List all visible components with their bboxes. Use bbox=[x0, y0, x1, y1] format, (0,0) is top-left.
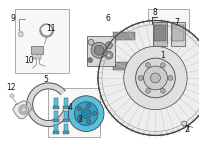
Bar bbox=[63, 119, 69, 122]
Circle shape bbox=[77, 106, 81, 111]
Circle shape bbox=[87, 103, 91, 108]
Text: 10: 10 bbox=[24, 56, 33, 65]
Circle shape bbox=[146, 63, 151, 68]
Circle shape bbox=[105, 51, 113, 59]
Circle shape bbox=[182, 121, 187, 126]
Bar bbox=[113, 62, 135, 70]
Bar bbox=[33, 54, 36, 59]
Circle shape bbox=[74, 102, 98, 126]
Bar bbox=[53, 106, 59, 109]
Circle shape bbox=[21, 107, 26, 112]
Bar bbox=[172, 25, 184, 41]
Circle shape bbox=[77, 116, 81, 121]
Text: 2: 2 bbox=[185, 125, 190, 134]
Bar bbox=[63, 131, 69, 134]
Text: 12: 12 bbox=[6, 83, 16, 92]
Circle shape bbox=[160, 63, 165, 68]
Circle shape bbox=[19, 105, 29, 115]
Bar bbox=[64, 123, 68, 133]
Bar bbox=[113, 32, 135, 70]
Circle shape bbox=[88, 39, 94, 45]
Bar bbox=[53, 131, 59, 134]
Circle shape bbox=[138, 75, 143, 80]
Bar bbox=[64, 111, 68, 121]
Circle shape bbox=[92, 111, 97, 116]
Bar bbox=[113, 32, 135, 40]
Circle shape bbox=[160, 88, 165, 93]
Bar bbox=[64, 98, 68, 108]
Text: 4: 4 bbox=[68, 103, 73, 112]
Circle shape bbox=[91, 42, 107, 58]
Circle shape bbox=[94, 45, 104, 55]
Circle shape bbox=[151, 73, 160, 83]
Circle shape bbox=[168, 75, 173, 80]
Circle shape bbox=[136, 58, 175, 98]
Bar bbox=[54, 123, 58, 133]
Circle shape bbox=[18, 32, 23, 37]
Circle shape bbox=[68, 96, 104, 131]
Circle shape bbox=[10, 94, 14, 98]
Polygon shape bbox=[13, 101, 32, 119]
Bar bbox=[63, 106, 69, 109]
Text: 11: 11 bbox=[46, 24, 55, 33]
Bar bbox=[153, 22, 167, 46]
Text: 1: 1 bbox=[160, 51, 165, 60]
Bar bbox=[48, 88, 100, 137]
Bar bbox=[53, 119, 59, 122]
Circle shape bbox=[107, 53, 111, 57]
Bar bbox=[31, 46, 43, 54]
Bar bbox=[148, 9, 189, 56]
Circle shape bbox=[81, 109, 91, 119]
Bar bbox=[54, 98, 58, 108]
Circle shape bbox=[87, 120, 91, 124]
Bar bbox=[171, 22, 185, 46]
Bar bbox=[154, 25, 166, 41]
Bar bbox=[87, 36, 115, 66]
Text: 9: 9 bbox=[10, 14, 15, 23]
Bar bbox=[54, 111, 58, 121]
Circle shape bbox=[124, 46, 187, 110]
Circle shape bbox=[98, 20, 200, 135]
Circle shape bbox=[144, 66, 167, 90]
Bar bbox=[38, 54, 41, 59]
Polygon shape bbox=[27, 83, 69, 126]
Circle shape bbox=[146, 88, 151, 93]
Circle shape bbox=[105, 42, 112, 49]
Text: 6: 6 bbox=[105, 14, 110, 23]
Text: 7: 7 bbox=[175, 18, 180, 27]
Text: 8: 8 bbox=[152, 8, 157, 17]
Circle shape bbox=[88, 58, 93, 63]
Text: 5: 5 bbox=[43, 75, 48, 84]
Text: 3: 3 bbox=[78, 115, 83, 124]
Bar bbox=[15, 9, 69, 73]
